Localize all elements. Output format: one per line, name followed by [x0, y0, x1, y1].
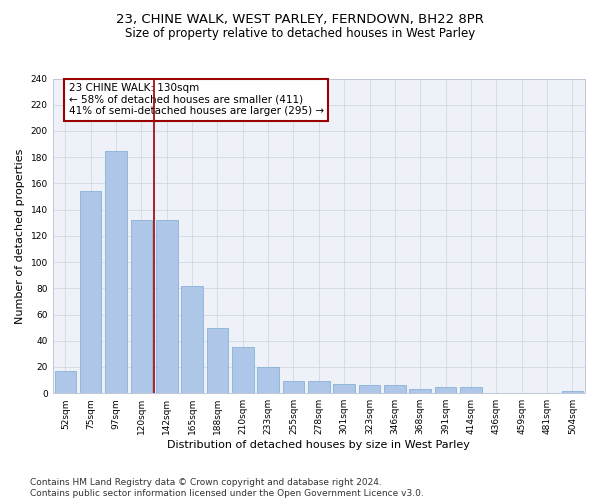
Bar [105, 150, 127, 393]
Bar [308, 382, 329, 393]
Bar [206, 328, 228, 393]
X-axis label: Distribution of detached houses by size in West Parley: Distribution of detached houses by size … [167, 440, 470, 450]
Bar [232, 348, 254, 393]
Bar [55, 371, 76, 393]
Bar [283, 382, 304, 393]
Bar [80, 192, 101, 393]
Text: 23 CHINE WALK: 130sqm
← 58% of detached houses are smaller (411)
41% of semi-det: 23 CHINE WALK: 130sqm ← 58% of detached … [68, 83, 324, 116]
Text: Size of property relative to detached houses in West Parley: Size of property relative to detached ho… [125, 28, 475, 40]
Bar [156, 220, 178, 393]
Bar [359, 386, 380, 393]
Bar [257, 367, 279, 393]
Bar [334, 384, 355, 393]
Text: Contains HM Land Registry data © Crown copyright and database right 2024.
Contai: Contains HM Land Registry data © Crown c… [30, 478, 424, 498]
Bar [384, 386, 406, 393]
Bar [460, 386, 482, 393]
Bar [435, 386, 457, 393]
Bar [181, 286, 203, 393]
Bar [409, 390, 431, 393]
Bar [131, 220, 152, 393]
Bar [562, 390, 583, 393]
Y-axis label: Number of detached properties: Number of detached properties [15, 148, 25, 324]
Text: 23, CHINE WALK, WEST PARLEY, FERNDOWN, BH22 8PR: 23, CHINE WALK, WEST PARLEY, FERNDOWN, B… [116, 12, 484, 26]
